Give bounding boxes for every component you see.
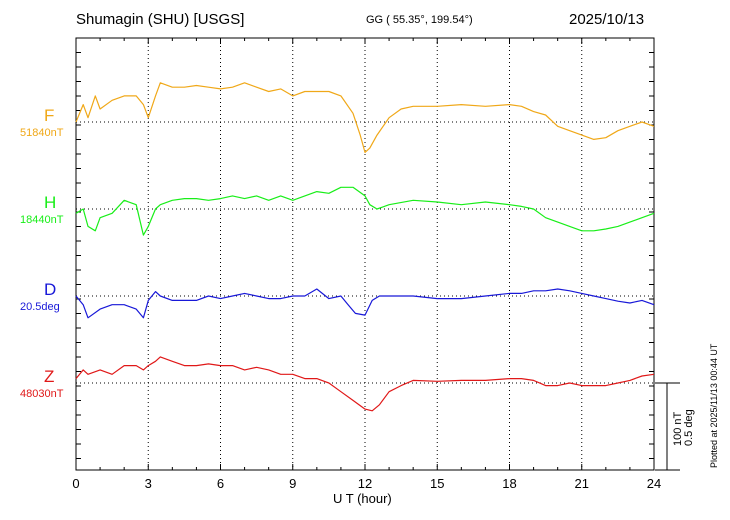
x-tick-label: 21 bbox=[575, 476, 589, 491]
x-tick-label: 3 bbox=[145, 476, 152, 491]
plotted-timestamp: Plotted at 2025/11/13 00:44 UT bbox=[709, 343, 719, 468]
baseline-label-Z: 48030nT bbox=[20, 388, 64, 400]
x-tick-label: 12 bbox=[358, 476, 372, 491]
x-tick-label: 9 bbox=[289, 476, 296, 491]
series-line-D bbox=[75, 288, 655, 319]
x-tick-label: 24 bbox=[647, 476, 661, 491]
x-axis-label: U T (hour) bbox=[333, 491, 392, 506]
station-title: Shumagin (SHU) [USGS] bbox=[76, 11, 245, 28]
series-label-Z: Z bbox=[44, 367, 55, 386]
x-tick-label: 0 bbox=[72, 476, 79, 491]
series-label-H: H bbox=[44, 193, 57, 212]
x-tick-label: 6 bbox=[217, 476, 224, 491]
x-tick-label: 15 bbox=[430, 476, 444, 491]
series-line-H bbox=[75, 186, 655, 236]
baseline-label-F: 51840nT bbox=[20, 127, 64, 139]
x-tick-label: 18 bbox=[502, 476, 516, 491]
series-line-F bbox=[75, 82, 655, 153]
series-label-F: F bbox=[44, 106, 55, 125]
series-label-D: D bbox=[44, 280, 57, 299]
series-line-Z bbox=[75, 356, 655, 412]
date-label: 2025/10/13 bbox=[569, 11, 645, 28]
baseline-label-H: 18440nT bbox=[20, 214, 64, 226]
baseline-label-D: 20.5deg bbox=[20, 301, 60, 313]
scale-label-deg: 0.5 deg bbox=[683, 409, 695, 446]
coordinates-label: GG ( 55.35°, 199.54°) bbox=[366, 14, 473, 26]
